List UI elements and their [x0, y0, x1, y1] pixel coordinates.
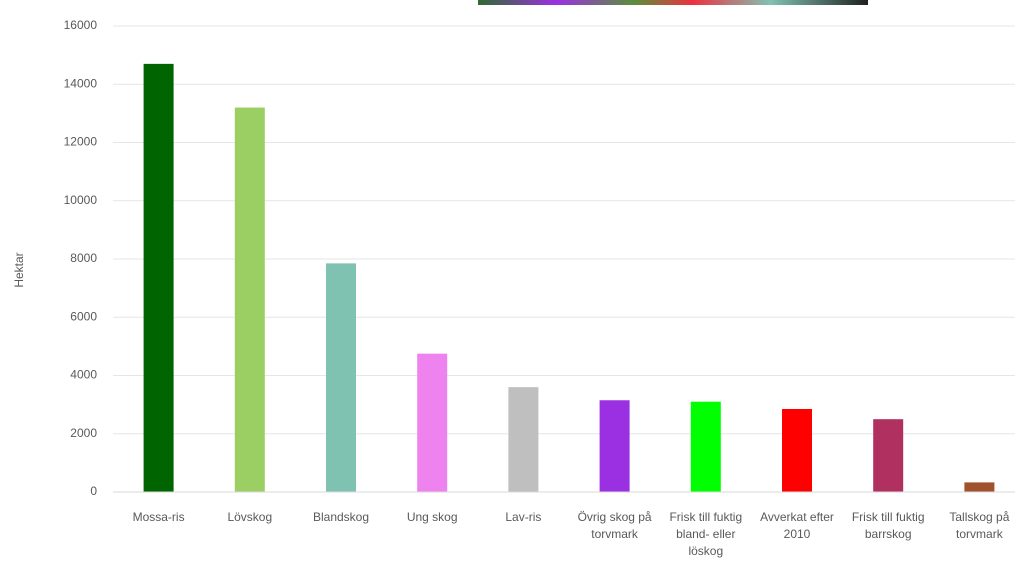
- y-tick-label: 14000: [64, 76, 98, 90]
- x-tick-label: Mossa-ris: [132, 510, 185, 524]
- x-tick-label: Lav-ris: [505, 510, 542, 524]
- y-tick-label: 2000: [70, 426, 97, 440]
- bar: [873, 419, 904, 492]
- y-tick-label: 6000: [70, 309, 97, 323]
- y-tick-label: 0: [90, 484, 97, 498]
- x-tick-label: Tallskog på torvmark: [949, 510, 1010, 541]
- bar: [508, 387, 539, 492]
- x-tick-label: Lövskog: [227, 510, 273, 524]
- y-tick-label: 12000: [64, 135, 98, 149]
- legend-image: [478, 0, 868, 5]
- bar: [964, 482, 995, 492]
- y-tick-label: 8000: [70, 251, 97, 265]
- y-axis-label: Hektar: [12, 252, 26, 287]
- y-tick-label: 4000: [70, 368, 97, 382]
- x-tick-label: Ung skog: [406, 510, 458, 524]
- y-tick-label: 16000: [64, 18, 98, 32]
- bar: [599, 400, 630, 492]
- x-tick-label: Frisk till fuktig bland- eller löskog: [669, 510, 743, 558]
- bar: [234, 107, 265, 493]
- bar: [417, 353, 448, 492]
- bar: [782, 408, 812, 492]
- x-tick-label: Frisk till fuktig barrskog: [851, 510, 925, 541]
- x-tick-label: Blandskog: [312, 510, 370, 524]
- bar: [143, 63, 174, 493]
- x-tick-label: Avverkat efter 2010: [760, 510, 834, 541]
- x-tick-label: Övrig skog på torvmark: [577, 510, 652, 541]
- y-tick-label: 10000: [64, 193, 98, 207]
- bar: [690, 401, 721, 492]
- bar: [326, 263, 356, 492]
